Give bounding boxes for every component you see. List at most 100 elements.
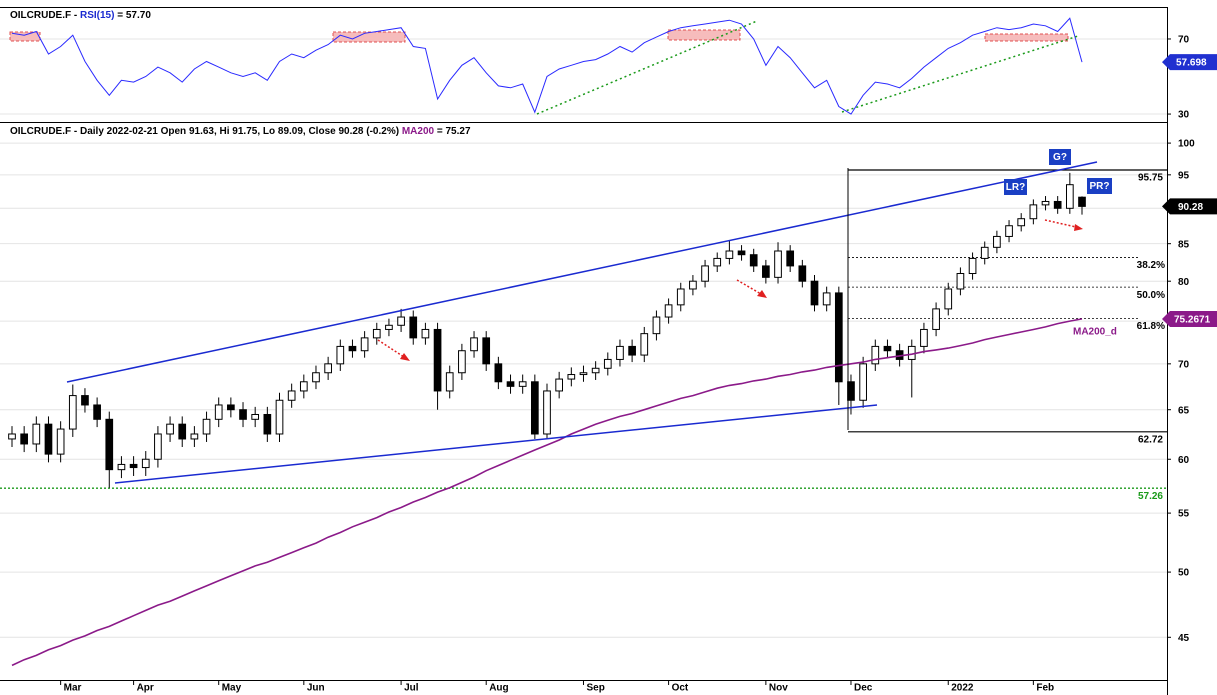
value-tag [1162, 54, 1217, 71]
candle-body [871, 345, 880, 365]
rsi-line [11, 17, 1083, 115]
candle-body [239, 409, 247, 420]
candle-body [44, 423, 53, 455]
candle-body [20, 433, 29, 445]
candle-body [847, 381, 855, 401]
candle-body [348, 345, 357, 352]
candle-body [360, 337, 369, 352]
candle-body [1065, 184, 1074, 209]
fib-label: 61.8% [1137, 321, 1165, 332]
candle-body [178, 423, 187, 440]
arrowhead [1074, 224, 1083, 231]
arrow [736, 279, 762, 295]
annotation: LR? [1006, 182, 1025, 193]
candle-body [774, 250, 782, 278]
candle-body [166, 423, 174, 435]
candle-body [579, 372, 588, 376]
candle-body [713, 257, 722, 267]
candle-body [263, 413, 272, 435]
candle-body [299, 381, 308, 392]
candle-body [1017, 218, 1026, 227]
annotation-box [1004, 179, 1027, 195]
arrowheads [400, 224, 1083, 361]
channel-upper [66, 161, 1098, 383]
grid-layer: 45505560657075808590951003070MarAprMayJu… [0, 35, 1195, 694]
arrow [1044, 219, 1077, 228]
main-title: OILCRUDE.F - Daily 2022-02-21 Open 91.63… [10, 126, 471, 137]
annotation-box [1087, 178, 1112, 194]
x-tick-label: Dec [854, 683, 873, 694]
frame [0, 7, 1168, 695]
highlight-box [9, 31, 41, 42]
title-part: = 75.27 [434, 126, 471, 137]
x-tick-label: Jun [307, 683, 325, 694]
candle-body [409, 316, 418, 339]
candle-body [628, 345, 636, 356]
candle-body [251, 413, 260, 420]
candle-body [1053, 200, 1062, 209]
x-tick-label: Sep [586, 683, 604, 694]
y-tick-label: 60 [1178, 455, 1190, 466]
arrows [377, 219, 1077, 358]
candle-body [190, 433, 199, 440]
candle-body [421, 328, 430, 339]
candle-body [154, 433, 162, 460]
candle-body [591, 367, 600, 374]
candle-body [822, 292, 831, 306]
y-tick-label: 55 [1178, 509, 1190, 520]
arrowhead [757, 290, 767, 298]
y-tick-label: 50 [1178, 568, 1190, 579]
candle-body [859, 363, 867, 401]
candle-body [494, 363, 503, 383]
value-tag-label: 57.698 [1176, 58, 1207, 69]
y-tick-label: 100 [1178, 139, 1195, 150]
rsi-trendline [841, 35, 1079, 113]
tag-layer: MA200_d 75.2671 90.28 57.698 [1073, 54, 1217, 338]
x-tick-label: Jul [404, 683, 419, 694]
candle-body [603, 358, 612, 369]
candle-body [749, 254, 758, 267]
candle-body [664, 304, 673, 318]
y-tick-label: 80 [1178, 277, 1190, 288]
candle-body [227, 404, 235, 411]
rsi-title: OILCRUDE.F - RSI(15) = 57.70 [10, 10, 151, 21]
ma-line [11, 318, 1083, 667]
candle-body [385, 324, 393, 330]
x-tick-label: Oct [672, 683, 689, 694]
candle-body [141, 458, 150, 469]
y-tick-label: 30 [1178, 110, 1190, 121]
x-tick-label: May [222, 683, 242, 694]
title-part: OILCRUDE.F - [10, 10, 80, 21]
candle-body [725, 250, 734, 259]
marks-layer [8, 17, 1086, 667]
candle-body [640, 333, 649, 356]
candle-body [1041, 200, 1050, 206]
candle-body [567, 374, 576, 380]
level-label: 95.75 [1138, 173, 1163, 184]
candle-body [433, 328, 442, 392]
candle-body [506, 381, 515, 387]
support-label: 57.26 [1138, 491, 1163, 502]
candle-body [287, 390, 296, 401]
candle-body [920, 328, 928, 347]
candle-body [701, 265, 709, 282]
y-tick-label: 65 [1178, 405, 1190, 416]
candle-body [652, 316, 661, 335]
candle-body [1078, 196, 1086, 207]
y-tick-label: 70 [1178, 35, 1190, 46]
candle-body [834, 292, 843, 383]
candle-body [737, 250, 746, 256]
y-tick-label: 95 [1178, 170, 1190, 181]
candle-body [214, 404, 223, 420]
candle-body [372, 328, 381, 339]
candle-body [105, 418, 114, 471]
candle-body [56, 428, 65, 455]
annotation: G? [1053, 152, 1067, 163]
x-tick-label: Aug [489, 683, 508, 694]
title-part: RSI(15) [80, 10, 114, 21]
price-tag-label: 90.28 [1178, 202, 1203, 213]
y-tick-label: 70 [1178, 359, 1190, 370]
